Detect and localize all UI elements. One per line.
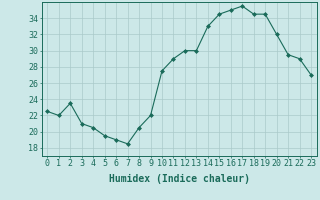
X-axis label: Humidex (Indice chaleur): Humidex (Indice chaleur) [109, 174, 250, 184]
